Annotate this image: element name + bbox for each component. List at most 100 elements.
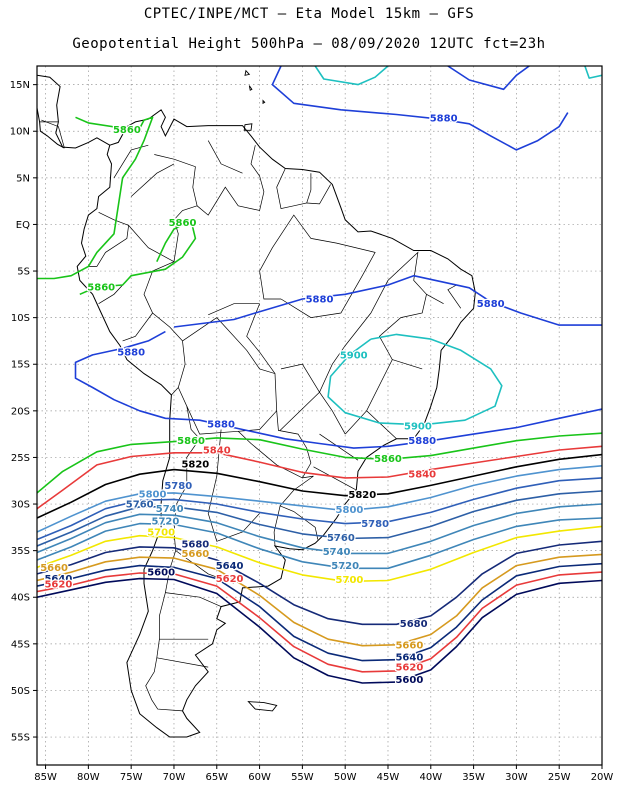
country-state-border	[41, 119, 65, 149]
contour-label-5860: 5860	[113, 125, 141, 136]
country-state-border	[145, 406, 201, 712]
contour-label-5880: 5880	[430, 114, 458, 125]
contour-label-5820: 5820	[181, 459, 209, 470]
country-state-border	[447, 284, 462, 309]
contour-line-5620	[37, 571, 602, 673]
country-state-border	[306, 184, 331, 205]
contour-line-5820	[37, 453, 602, 519]
caribbean-island	[262, 99, 266, 105]
lon-tick-label: 20W	[591, 772, 614, 783]
contour-label-5880: 5880	[117, 348, 145, 359]
contour-line-5780	[37, 477, 602, 541]
contour-line-5660	[37, 553, 602, 647]
lon-tick-label: 55W	[291, 772, 314, 783]
lon-tick-label: 35W	[462, 772, 485, 783]
contour-line-5760	[37, 490, 602, 547]
contour-label-5780: 5780	[164, 481, 192, 492]
lon-tick-label: 85W	[34, 772, 57, 783]
contour-label-5720: 5720	[331, 561, 359, 572]
central-america-pacific-coast	[37, 107, 65, 149]
lat-tick-label: 35S	[11, 546, 30, 557]
country-state-border	[237, 410, 312, 479]
contour-line-5700	[37, 525, 602, 583]
contour-line-5880	[74, 330, 602, 449]
country-state-border	[156, 657, 209, 668]
contour-line-5860	[37, 432, 602, 494]
caribbean-island	[248, 85, 253, 91]
contour-line-5800	[37, 465, 602, 533]
contour-label-5900: 5900	[340, 350, 368, 361]
contour-line-5900	[314, 66, 389, 86]
country-state-border	[128, 225, 186, 396]
contour-line-5860	[79, 219, 197, 296]
contour-label-5640: 5640	[44, 574, 72, 585]
contour-label-5860: 5860	[87, 282, 115, 293]
country-state-border	[319, 251, 427, 435]
contour-label-5780: 5780	[361, 519, 389, 530]
contour-label-5700: 5700	[147, 528, 175, 539]
country-state-border	[122, 312, 153, 342]
contour-line-5720	[37, 517, 602, 570]
lon-tick-label: 65W	[205, 772, 228, 783]
country-state-border	[259, 214, 376, 318]
contour-label-5800: 5800	[139, 489, 167, 500]
country-state-border	[208, 303, 260, 316]
lon-tick-label: 50W	[334, 772, 357, 783]
coastlines-and-borders	[37, 39, 476, 738]
contour-line-5860	[37, 116, 154, 280]
south-america-coastline	[76, 109, 476, 738]
lat-tick-label: 25S	[11, 453, 30, 464]
contour-label-5740: 5740	[156, 504, 184, 515]
contour-line-5840	[37, 445, 602, 510]
contour-label-5740: 5740	[323, 547, 351, 558]
caribbean-island	[244, 69, 251, 76]
country-state-border	[426, 293, 444, 305]
title-line-2: Geopotential Height 500hPa – 08/09/2020 …	[72, 36, 546, 52]
caribbean-island	[135, 39, 186, 55]
lat-tick-label: 40S	[11, 593, 30, 604]
lon-tick-label: 80W	[77, 772, 100, 783]
lon-tick-label: 60W	[248, 772, 271, 783]
contour-label-5900: 5900	[404, 421, 432, 432]
country-state-border	[392, 359, 423, 370]
contour-label-5660: 5660	[395, 640, 423, 651]
country-state-border	[207, 140, 243, 174]
lat-tick-label: 20S	[11, 406, 30, 417]
contour-label-5620: 5620	[44, 580, 72, 591]
lat-tick-label: 5S	[17, 267, 30, 278]
caribbean-island	[243, 123, 253, 131]
lat-tick-label: 10N	[10, 127, 30, 138]
lon-tick-label: 40W	[419, 772, 442, 783]
lon-tick-label: 45W	[377, 772, 400, 783]
axis-ticks: 85W 80W 75W 70W 65W 60W 55W 50W 45W 40W 35W 30W 25W 2…	[10, 80, 614, 783]
contour-label-5860: 5860	[374, 454, 402, 465]
contour-label-5660: 5660	[40, 563, 68, 574]
country-state-border	[366, 410, 397, 440]
contour-label-5760: 5760	[126, 500, 154, 511]
map-frame	[36, 65, 603, 766]
country-state-border	[319, 433, 359, 461]
contour-label-5860: 5860	[169, 218, 197, 229]
lat-tick-label: 15N	[10, 80, 30, 91]
contour-label-5660: 5660	[181, 549, 209, 560]
lat-tick-label: 10S	[11, 313, 30, 324]
lon-tick-label: 70W	[163, 772, 186, 783]
contour-label-5720: 5720	[151, 516, 179, 527]
country-state-border	[280, 363, 320, 393]
contour-label-5880: 5880	[477, 299, 505, 310]
contour-label-5620: 5620	[216, 574, 244, 585]
contour-label-5840: 5840	[408, 470, 436, 481]
contour-label-5840: 5840	[203, 445, 231, 456]
height-contours	[37, 66, 602, 684]
lon-tick-label: 30W	[505, 772, 528, 783]
country-state-border	[88, 211, 129, 267]
contour-label-5600: 5600	[395, 675, 423, 686]
contour-line-5900	[584, 66, 602, 79]
title-line-1: CPTEC/INPE/MCT – Eta Model 15km – GFS	[143, 6, 475, 22]
country-state-border	[165, 592, 222, 607]
country-state-border	[276, 168, 312, 210]
lon-tick-label: 25W	[548, 772, 571, 783]
contour-label-5880: 5880	[408, 436, 436, 447]
